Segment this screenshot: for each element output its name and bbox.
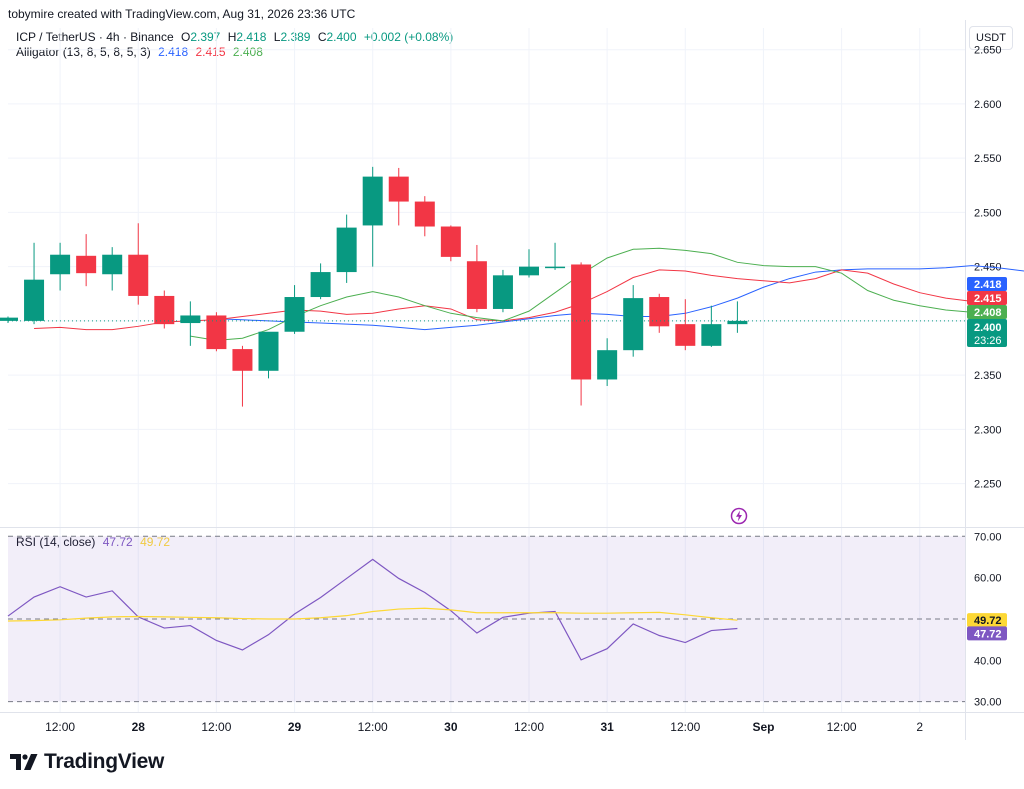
candle-body bbox=[24, 279, 45, 321]
time-tick-label: 28 bbox=[132, 720, 146, 734]
alligator-teeth-value: 2.415 bbox=[195, 45, 226, 59]
candle-body bbox=[440, 226, 461, 257]
current-price-tag-bg bbox=[967, 319, 1007, 347]
candle-body bbox=[154, 295, 175, 325]
candle-body bbox=[0, 317, 18, 321]
candle-body bbox=[649, 297, 670, 327]
rsi-tick-label: 70.00 bbox=[974, 531, 1002, 543]
bar-countdown: 23:26 bbox=[974, 335, 1002, 347]
close-value: C2.400 bbox=[317, 30, 357, 44]
rsi-ma-tag-bg bbox=[967, 613, 1007, 628]
time-tick-label: 12:00 bbox=[514, 720, 544, 734]
price-tick-label: 2.550 bbox=[974, 153, 1002, 165]
lips-price-tag: 2.408 bbox=[974, 307, 1002, 319]
candle-body bbox=[701, 324, 722, 346]
rsi-legend: RSI (14, close) 47.72 49.72 bbox=[16, 535, 174, 549]
rsi-ma-line bbox=[7, 607, 738, 622]
rsi-tick-label: 60.00 bbox=[974, 573, 1002, 585]
symbol-title[interactable]: ICP / TetherUS · 4h · Binance bbox=[16, 30, 174, 44]
change-value: +0.002 (+0.08%) bbox=[363, 30, 454, 44]
teeth-price-tag: 2.415 bbox=[974, 293, 1002, 305]
candle-body bbox=[284, 297, 305, 332]
candle-body bbox=[310, 272, 331, 298]
tradingview-logo-icon bbox=[10, 754, 38, 770]
candle-body bbox=[128, 254, 149, 296]
time-tick-label: 30 bbox=[444, 720, 458, 734]
chart-credit: tobymire created with TradingView.com, A… bbox=[8, 7, 356, 21]
time-tick-label: 12:00 bbox=[201, 720, 231, 734]
jaw-price-tag-bg bbox=[967, 277, 1007, 291]
time-tick-label: 12:00 bbox=[358, 720, 388, 734]
tradingview-logo-text: TradingView bbox=[44, 750, 165, 773]
rsi-ma-value: 49.72 bbox=[140, 535, 171, 549]
candle-body bbox=[336, 227, 357, 273]
candle-body bbox=[597, 350, 618, 380]
candle-body bbox=[388, 176, 409, 202]
price-tick-label: 2.250 bbox=[974, 479, 1002, 491]
candle-body bbox=[232, 349, 253, 371]
candle-body bbox=[492, 275, 513, 309]
time-tick-label: Sep bbox=[752, 720, 774, 734]
rsi-tick-label: 40.00 bbox=[974, 655, 1002, 667]
current-price-tag: 2.400 bbox=[974, 322, 1002, 334]
candle-body bbox=[206, 315, 227, 350]
rsi-tag: 47.72 bbox=[974, 628, 1002, 640]
rsi-ma-tag: 49.72 bbox=[974, 615, 1002, 627]
candle-body bbox=[414, 201, 435, 227]
alligator-legend: Alligator (13, 8, 5, 8, 5, 3) 2.418 2.41… bbox=[16, 45, 267, 59]
price-tick-label: 2.600 bbox=[974, 99, 1002, 111]
time-tick-label: 12:00 bbox=[670, 720, 700, 734]
time-tick-label: 29 bbox=[288, 720, 302, 734]
symbol-legend: ICP / TetherUS · 4h · Binance O2.397 H2.… bbox=[16, 30, 457, 44]
candle-body bbox=[258, 331, 279, 371]
rsi-label[interactable]: RSI (14, close) bbox=[16, 535, 96, 549]
price-tick-label: 2.650 bbox=[974, 45, 1002, 57]
rsi-line bbox=[7, 558, 738, 661]
price-tick-label: 2.450 bbox=[974, 262, 1002, 274]
lightning-icon[interactable] bbox=[730, 507, 748, 525]
rsi-tick-label: 30.00 bbox=[974, 697, 1002, 709]
low-value: L2.389 bbox=[273, 30, 311, 44]
alligator-label[interactable]: Alligator (13, 8, 5, 8, 5, 3) bbox=[16, 45, 151, 59]
alligator-jaw-line bbox=[216, 265, 1024, 331]
high-value: H2.418 bbox=[227, 30, 267, 44]
candle-body bbox=[675, 324, 696, 346]
tradingview-logo[interactable]: TradingView bbox=[10, 750, 164, 774]
open-value: O2.397 bbox=[180, 30, 221, 44]
candle-body bbox=[50, 254, 71, 275]
time-tick-label: 12:00 bbox=[827, 720, 857, 734]
candle-body bbox=[623, 298, 644, 351]
candle-body bbox=[466, 261, 487, 309]
candle-body bbox=[545, 266, 566, 269]
jaw-price-tag: 2.418 bbox=[974, 279, 1002, 291]
lips-price-tag-bg bbox=[967, 305, 1007, 319]
time-tick-label: 12:00 bbox=[45, 720, 75, 734]
time-tick-label: 2 bbox=[916, 720, 923, 734]
alligator-jaw-value: 2.418 bbox=[158, 45, 189, 59]
price-tick-label: 2.350 bbox=[974, 370, 1002, 382]
candle-body bbox=[571, 264, 592, 380]
price-tick-label: 2.300 bbox=[974, 424, 1002, 436]
candle-body bbox=[727, 320, 748, 325]
currency-unit-button[interactable]: USDT bbox=[969, 26, 1013, 50]
teeth-price-tag-bg bbox=[967, 291, 1007, 305]
candle-body bbox=[76, 255, 97, 274]
rsi-tag-bg bbox=[967, 626, 1007, 641]
candle-body bbox=[102, 254, 123, 275]
candle-body bbox=[362, 176, 383, 226]
rsi-value: 47.72 bbox=[102, 535, 133, 549]
price-tick-label: 2.500 bbox=[974, 207, 1002, 219]
alligator-lips-value: 2.408 bbox=[232, 45, 263, 59]
candle-body bbox=[180, 315, 201, 324]
time-tick-label: 31 bbox=[600, 720, 614, 734]
candle-body bbox=[519, 266, 539, 276]
